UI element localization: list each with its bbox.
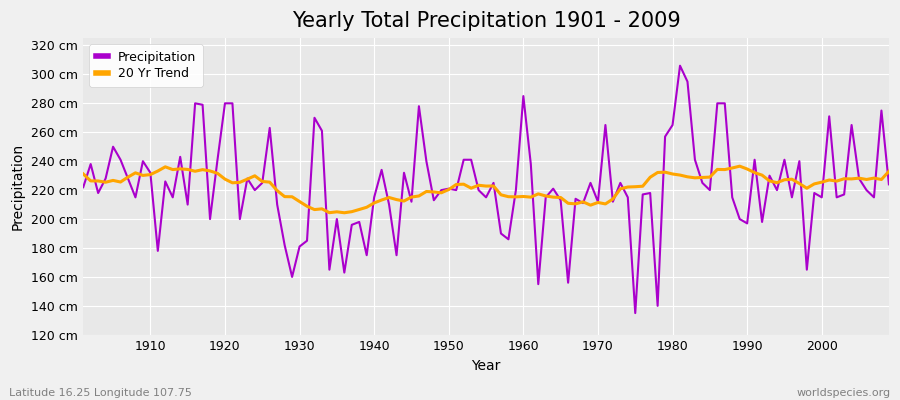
20 Yr Trend: [518, 194, 529, 199]
Precipitation: [77, 185, 88, 190]
Precipitation: [138, 159, 148, 164]
Text: Latitude 16.25 Longitude 107.75: Latitude 16.25 Longitude 107.75: [9, 388, 192, 398]
20 Yr Trend: [77, 172, 88, 176]
20 Yr Trend: [526, 195, 536, 200]
Precipitation: [346, 222, 357, 227]
X-axis label: Year: Year: [472, 359, 500, 373]
Precipitation: [518, 94, 529, 98]
20 Yr Trend: [302, 204, 312, 209]
Precipitation: [510, 188, 521, 192]
Precipitation: [884, 182, 895, 187]
Line: Precipitation: Precipitation: [83, 66, 889, 313]
Precipitation: [675, 63, 686, 68]
20 Yr Trend: [354, 207, 364, 212]
Precipitation: [630, 311, 641, 316]
20 Yr Trend: [138, 173, 148, 178]
20 Yr Trend: [615, 186, 626, 191]
Precipitation: [302, 238, 312, 243]
Legend: Precipitation, 20 Yr Trend: Precipitation, 20 Yr Trend: [89, 44, 202, 87]
20 Yr Trend: [734, 164, 745, 168]
Text: worldspecies.org: worldspecies.org: [796, 388, 891, 398]
Precipitation: [608, 199, 618, 204]
Y-axis label: Precipitation: Precipitation: [11, 143, 25, 230]
Title: Yearly Total Precipitation 1901 - 2009: Yearly Total Precipitation 1901 - 2009: [292, 11, 680, 31]
20 Yr Trend: [884, 169, 895, 174]
Line: 20 Yr Trend: 20 Yr Trend: [83, 166, 889, 213]
20 Yr Trend: [339, 210, 350, 215]
